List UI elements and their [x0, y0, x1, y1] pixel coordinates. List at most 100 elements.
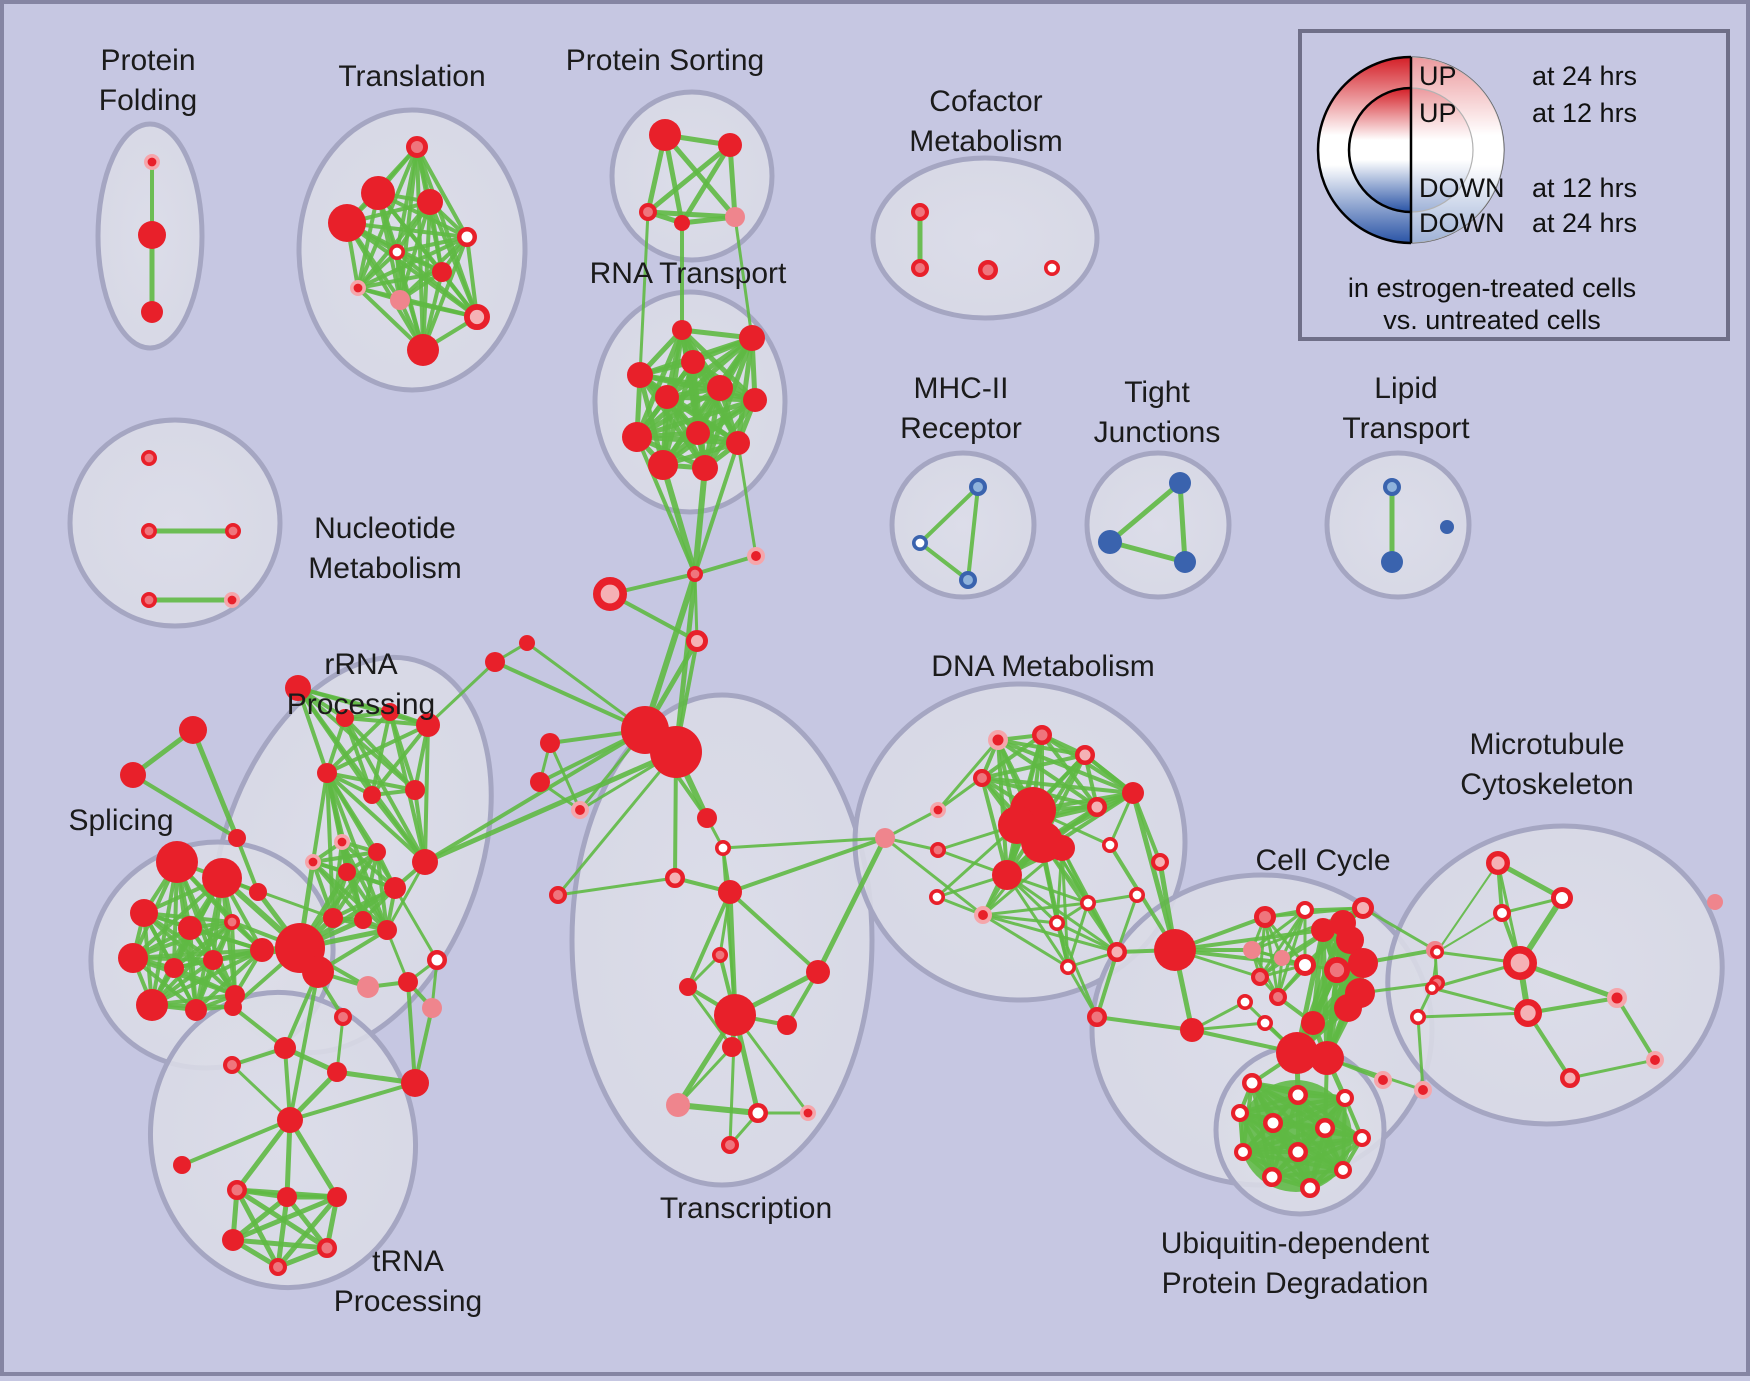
edge: [375, 850, 389, 932]
edge: [556, 750, 678, 897]
edge: [980, 733, 1044, 780]
edge: [1177, 480, 1188, 565]
group-label-translation: Translation: [338, 60, 485, 93]
edge: [288, 1081, 417, 1122]
node-brR: [875, 828, 895, 848]
node-cf3: [978, 260, 998, 280]
group-label-microtubule-cytoskeleton: Cytoskeleton: [1460, 768, 1633, 801]
edge: [1190, 1021, 1267, 1032]
node-mt1: [1485, 851, 1510, 876]
group-ellipse-trna-processing: [147, 989, 419, 1291]
node-cf2: [911, 258, 930, 277]
node-pf3: [141, 301, 163, 323]
edge: [702, 397, 758, 471]
node-r17: [427, 950, 447, 970]
node-tr13: [799, 1105, 816, 1122]
node-rt2: [739, 325, 765, 351]
node-rt6: [655, 385, 679, 409]
legend: UP at 24 hrs UP at 12 hrs DOWN at 12 hrs DOWN a…: [1298, 29, 1730, 341]
node-tr14: [721, 1136, 740, 1155]
node-cc14: [1348, 948, 1378, 978]
edge: [398, 298, 479, 319]
node-u11: [1262, 1167, 1282, 1187]
node-tl4: [328, 204, 366, 242]
node-rt8: [622, 422, 652, 452]
group-label-ubiquitin-degradation: Ubiquitin-dependent: [1161, 1227, 1430, 1260]
edge: [936, 738, 1000, 812]
edge: [679, 142, 733, 226]
group-label-splicing: Splicing: [68, 804, 173, 837]
node-u1: [1242, 1073, 1262, 1093]
node-mt12: [1707, 894, 1723, 910]
node-mt10: [1560, 1068, 1580, 1088]
edge: [345, 221, 425, 352]
node-mt8: [1607, 988, 1627, 1008]
node-tr3: [665, 868, 685, 888]
node-mt5: [1425, 981, 1439, 995]
node-d5: [929, 801, 946, 818]
legend-time-label: at 24 hrs: [1532, 61, 1637, 91]
node-tr8: [714, 994, 756, 1036]
node-mt4: [1430, 945, 1444, 959]
node-cc18: [1301, 1011, 1325, 1035]
edge: [275, 1194, 340, 1270]
edge: [702, 335, 755, 471]
edge: [131, 920, 234, 960]
edge: [493, 660, 647, 732]
node-d22: [1107, 942, 1127, 962]
edge: [721, 836, 887, 850]
node-tl3: [417, 189, 443, 215]
node-tl6: [388, 244, 405, 261]
node-cc7: [1251, 968, 1270, 987]
edge: [1241, 1126, 1327, 1154]
node-mh2: [911, 534, 928, 551]
node-ch4: [685, 629, 708, 652]
node-d2: [1032, 725, 1052, 745]
edge: [660, 462, 698, 577]
node-u8: [1234, 1143, 1253, 1162]
node-r13: [412, 849, 438, 875]
node-mt11: [1646, 1051, 1665, 1070]
node-mh3: [959, 571, 978, 590]
node-r3: [381, 703, 399, 721]
node-s4: [178, 916, 202, 940]
edge: [230, 1194, 340, 1243]
node-u4: [1231, 1104, 1250, 1123]
node-s9: [136, 989, 168, 1021]
edge: [676, 1045, 734, 1107]
node-rt7: [743, 388, 767, 412]
edge: [275, 1194, 290, 1270]
edge: [981, 901, 1090, 917]
node-r16: [377, 920, 397, 940]
node-d21: [1049, 835, 1075, 861]
node-d1: [988, 730, 1008, 750]
node-rt4: [681, 350, 705, 374]
node-ps4: [674, 215, 690, 231]
legend-inner-left-arc: [1347, 86, 1412, 214]
edge: [180, 1118, 292, 1167]
edge: [235, 836, 260, 894]
node-b3: [571, 801, 590, 820]
node-d24: [1087, 1007, 1107, 1027]
node-ps1: [649, 119, 681, 151]
legend-direction-label: UP: [1419, 61, 1457, 91]
edge: [980, 776, 1009, 877]
edge: [1130, 790, 1178, 953]
node-tj2: [1098, 530, 1122, 554]
node-tr2: [714, 839, 731, 856]
node-cc9: [1269, 988, 1288, 1007]
node-nm1: [141, 449, 158, 466]
edge: [395, 235, 469, 254]
node-k11: [222, 1229, 244, 1251]
node-d23: [1060, 958, 1077, 975]
node-mt6: [1502, 946, 1537, 981]
edge: [642, 571, 698, 733]
node-s6: [118, 943, 148, 973]
node-lp1: [1383, 477, 1402, 496]
node-d6: [1122, 782, 1144, 804]
edge: [966, 485, 980, 582]
node-brL: [549, 886, 568, 905]
node-r18: [357, 976, 379, 998]
node-cc24: [1414, 1081, 1433, 1100]
node-d16: [974, 906, 993, 925]
